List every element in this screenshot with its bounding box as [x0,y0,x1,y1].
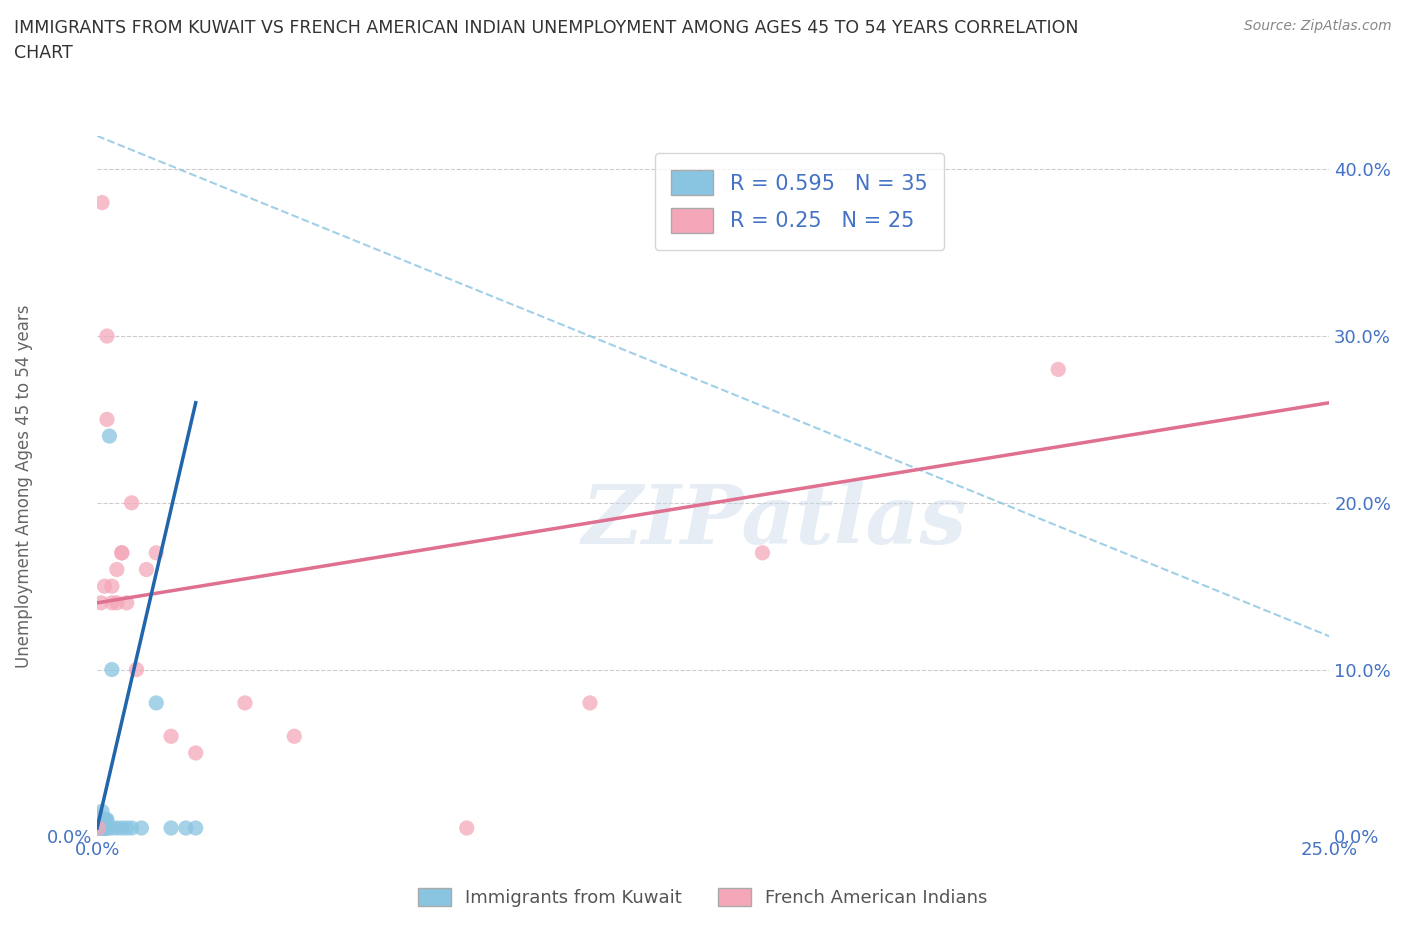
Point [115,595,138,610]
Point [121,820,143,835]
Point [90,812,112,827]
Text: ZIPatlas: ZIPatlas [582,481,967,561]
Point [97,820,120,835]
Point [89,820,111,835]
Point [89,809,111,824]
Point [91,817,114,832]
Point [90,820,112,835]
Point [105,820,128,835]
Point [93,820,115,835]
Y-axis label: Unemployment Among Ages 45 to 54 years: Unemployment Among Ages 45 to 54 years [15,304,32,668]
Point [89,816,111,830]
Point [87,820,110,835]
Point [160,820,183,835]
Point [101,578,124,593]
Point [91,195,114,210]
Point [93,578,115,593]
Point [135,562,157,577]
Point [87,820,110,835]
Point [456,820,478,835]
Point [87,817,110,832]
Point [145,545,167,560]
Point [105,595,128,610]
Point [184,820,207,835]
Point [93,812,115,827]
Point [101,595,124,610]
Point [87,820,110,835]
Point [91,804,114,818]
Point [160,729,183,744]
Point [184,746,207,761]
Point [96,328,118,343]
Point [121,496,143,511]
Point [91,820,114,835]
Point [111,545,134,560]
Point [94,820,117,835]
Point [98,429,121,444]
Point [94,816,117,830]
Point [105,562,128,577]
Point [115,820,138,835]
Point [111,545,134,560]
Point [174,820,197,835]
Point [96,412,118,427]
Text: Source: ZipAtlas.com: Source: ZipAtlas.com [1244,19,1392,33]
Point [90,595,112,610]
Point [94,812,117,827]
Point [96,820,118,835]
Point [96,812,118,827]
Point [233,696,256,711]
Point [111,820,134,835]
Point [145,696,167,711]
Text: IMMIGRANTS FROM KUWAIT VS FRENCH AMERICAN INDIAN UNEMPLOYMENT AMONG AGES 45 TO 5: IMMIGRANTS FROM KUWAIT VS FRENCH AMERICA… [14,19,1078,61]
Legend: Immigrants from Kuwait, French American Indians: Immigrants from Kuwait, French American … [409,879,997,916]
Point [101,662,124,677]
Point [131,820,153,835]
Point [579,696,602,711]
Point [125,662,148,677]
Point [90,819,112,834]
Point [1047,362,1070,377]
Legend: R = 0.595   N = 35, R = 0.25   N = 25: R = 0.595 N = 35, R = 0.25 N = 25 [655,153,945,250]
Point [96,820,118,835]
Point [751,545,773,560]
Point [101,820,124,835]
Point [283,729,305,744]
Point [90,816,112,830]
Point [93,820,115,835]
